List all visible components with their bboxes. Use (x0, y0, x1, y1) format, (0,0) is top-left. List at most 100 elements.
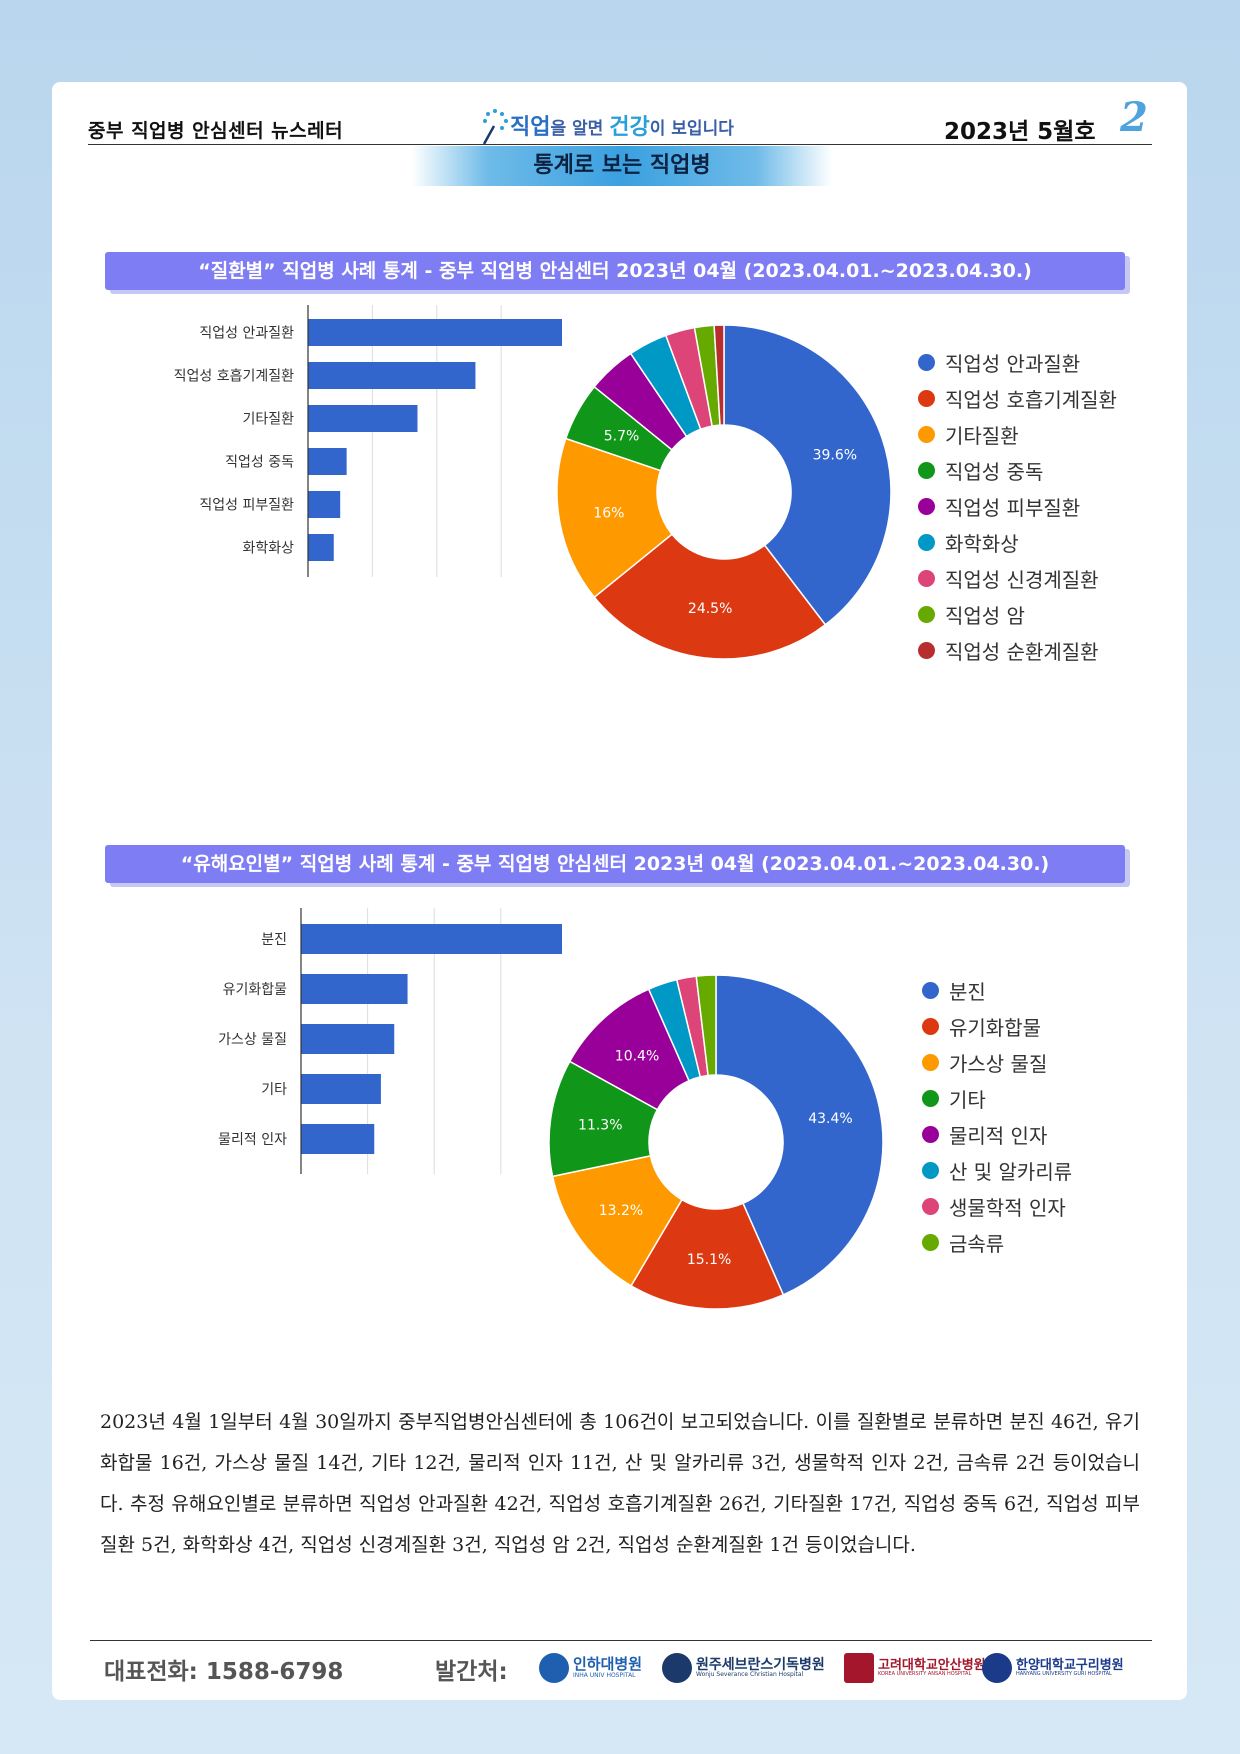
phone-number: 대표전화: 1588-6798 (104, 1659, 344, 1685)
slice-label: 43.4% (808, 1111, 852, 1127)
legend-item: 직업성 순환계질환 (918, 632, 1117, 668)
legend-swatch (922, 1089, 939, 1107)
legend-swatch (922, 981, 939, 999)
bar (308, 491, 341, 518)
bar (308, 319, 562, 346)
category-label: 직업성 피부질환 (199, 498, 294, 514)
slice-label: 24.5% (688, 601, 732, 617)
category-label: 물리적 인자 (218, 1132, 287, 1148)
inha-emblem-icon (539, 1653, 569, 1683)
newsletter-page: 중부 직업병 안심센터 뉴스레터 직업을 알면 건강이 보입니다 2023년 5… (52, 82, 1187, 1700)
legend-item: 가스상 물질 (922, 1044, 1072, 1080)
legend-swatch (918, 605, 935, 623)
bar (301, 974, 408, 1004)
sparkle-icon (482, 109, 508, 145)
legend-swatch (922, 1233, 939, 1251)
legend-label: 직업성 피부질환 (945, 495, 1081, 520)
donut-slice (556, 437, 674, 599)
donut-slice (695, 974, 717, 1077)
logo-name: 한양대학교구리병원 (1016, 1657, 1124, 1673)
category-label: 직업성 호흡기계질환 (174, 369, 294, 385)
disease-stats-title: “질환별” 직업병 사례 통계 - 중부 직업병 안심센터 2023년 04월 … (105, 252, 1125, 290)
bar (308, 405, 418, 432)
category-label: 분진 (261, 932, 287, 948)
slogan-word-1: 직업 (510, 115, 551, 140)
slogan: 직업을 알면 건강이 보입니다 (480, 106, 734, 146)
page-number: 2 (1120, 94, 1148, 141)
bar (308, 362, 476, 389)
legend-label: 화학화상 (945, 531, 1019, 556)
section-ribbon: 통계로 보는 직업병 (412, 146, 832, 186)
legend-label: 생물학적 인자 (949, 1195, 1066, 1220)
legend-label: 직업성 안과질환 (945, 351, 1081, 376)
category-label: 직업성 중독 (225, 455, 294, 471)
korea-univ-emblem-icon (844, 1653, 874, 1683)
legend-label: 산 및 알카리류 (949, 1159, 1073, 1184)
hanyang-emblem-icon (982, 1653, 1012, 1683)
disease-legend: 직업성 안과질환 직업성 호흡기계질환 기타질환 직업성 중독 직업성 피부질환 화학화상… (918, 344, 1117, 668)
category-label: 직업성 안과질환 (199, 326, 294, 342)
legend-item: 직업성 중독 (918, 452, 1117, 488)
category-label: 기타 (261, 1082, 287, 1098)
legend-swatch (918, 461, 935, 479)
issue-label: 2023년 5월호 (944, 119, 1096, 145)
legend-item: 산 및 알카리류 (922, 1152, 1072, 1188)
donut-slice (548, 1060, 659, 1178)
legend-swatch (918, 389, 935, 407)
legend-item: 유기화합물 (922, 1008, 1072, 1044)
summary-paragraph: 2023년 4월 1일부터 4월 30일까지 중부직업병안심센터에 총 106건… (100, 1411, 1140, 1556)
donut-slice (715, 974, 884, 1296)
legend-item: 기타질환 (918, 416, 1117, 452)
category-label: 화학화상 (242, 541, 294, 557)
hazard-stats-title: “유해요인별” 직업병 사례 통계 - 중부 직업병 안심센터 2023년 04… (105, 845, 1125, 883)
logo-subname: Wonju Severance Christian Hospital (696, 1671, 804, 1679)
legend-label: 기타질환 (945, 423, 1019, 448)
logo-name: 인하대병원 (573, 1654, 643, 1673)
legend-swatch (922, 1197, 939, 1215)
legend-item: 물리적 인자 (922, 1116, 1072, 1152)
inha-hospital-logo: 인하대병원 INHA UNIV HOSPITAL (539, 1648, 642, 1688)
legend-label: 분진 (949, 979, 986, 1004)
legend-item: 직업성 안과질환 (918, 344, 1117, 380)
bar (308, 448, 347, 475)
legend-label: 물리적 인자 (949, 1123, 1048, 1148)
legend-swatch (922, 1053, 939, 1071)
korea-ansan-logo: 고려대학교안산병원 KOREA UNIVERSITY ANSAN HOSPITAL (844, 1648, 986, 1688)
legend-swatch (918, 569, 935, 587)
donut-slice (723, 324, 892, 626)
legend-swatch (918, 425, 935, 443)
bar (301, 1124, 375, 1154)
logo-subname: HANYANG UNIVERSITY GURI HOSPITAL (1016, 1671, 1112, 1678)
header-rule (88, 144, 1152, 145)
slice-label: 16% (593, 506, 624, 522)
legend-label: 가스상 물질 (949, 1051, 1048, 1076)
logo-subname: KOREA UNIVERSITY ANSAN HOSPITAL (878, 1671, 972, 1678)
wonju-emblem-icon (662, 1653, 692, 1683)
slice-label: 39.6% (813, 448, 857, 464)
legend-swatch (918, 497, 935, 515)
legend-swatch (922, 1125, 939, 1143)
donut-slice (593, 533, 827, 660)
slice-label: 5.7% (604, 429, 640, 445)
slice-label: 15.1% (687, 1252, 731, 1268)
donut-slice (630, 1198, 785, 1310)
legend-swatch (918, 641, 935, 659)
logo-subname: INHA UNIV HOSPITAL (573, 1671, 636, 1679)
bar (301, 1024, 395, 1054)
legend-label: 직업성 신경계질환 (945, 567, 1099, 592)
logo-name: 원주세브란스기독병원 (696, 1656, 825, 1673)
hanyang-guri-logo: 한양대학교구리병원 HANYANG UNIVERSITY GURI HOSPITA… (982, 1648, 1124, 1688)
legend-label: 기타 (949, 1087, 986, 1112)
slogan-word-4: 이 보입니다 (649, 119, 734, 139)
slogan-word-2: 을 알면 (550, 119, 610, 139)
footer-rule (90, 1640, 1152, 1641)
legend-item: 직업성 암 (918, 596, 1117, 632)
disease-donut-chart: 39.6% 24.5% 16% 5.7% (556, 324, 892, 660)
legend-item: 기타 (922, 1080, 1072, 1116)
legend-swatch (918, 353, 935, 371)
newsletter-title: 중부 직업병 안심센터 뉴스레터 (88, 120, 344, 142)
legend-item: 금속류 (922, 1224, 1072, 1260)
